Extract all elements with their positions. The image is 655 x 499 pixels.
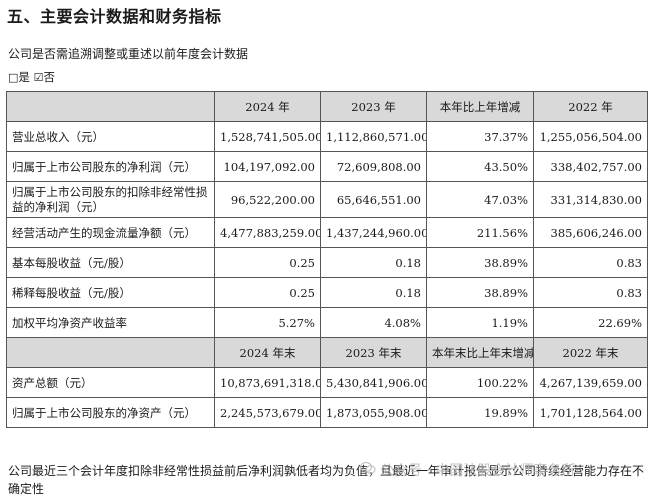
table-row: 归属于上市公司股东的扣除非经常性损益的净利润（元） 96,522,200.00 … xyxy=(6,181,648,218)
value-change: 100.22% xyxy=(426,367,534,398)
header-cell: 本年比上年增减 xyxy=(426,91,534,122)
value-2022: 331,314,830.00 xyxy=(533,181,648,218)
value-2023: 1,437,244,960.00 xyxy=(320,217,427,248)
table-row: 加权平均净资产收益率 5.27% 4.08% 1.19% 22.69% xyxy=(6,307,648,338)
table-row: 营业总收入（元） 1,528,741,505.00 1,112,860,571.… xyxy=(6,121,648,152)
header-cell: 2022 年 xyxy=(533,91,648,122)
value-2023: 5,430,841,906.00 xyxy=(320,367,427,398)
table-row: 经营活动产生的现金流量净额（元） 4,477,883,259.00 1,437,… xyxy=(6,217,648,248)
header-cell: 2024 年末 xyxy=(214,337,321,368)
header-cell: 2022 年末 xyxy=(533,337,648,368)
value-2023: 4.08% xyxy=(320,307,427,338)
value-change: 211.56% xyxy=(426,217,534,248)
value-change: 19.89% xyxy=(426,397,534,428)
row-label: 营业总收入（元） xyxy=(6,121,215,152)
value-change: 47.03% xyxy=(426,181,534,218)
header-cell xyxy=(6,337,215,368)
value-change: 38.89% xyxy=(426,247,534,278)
watermark-text: 公众号 · 中国法股会计师事务所 xyxy=(380,463,576,479)
header-cell: 2024 年 xyxy=(214,91,321,122)
row-label: 稀释每股收益（元/股） xyxy=(6,277,215,308)
value-2023: 1,873,055,908.00 xyxy=(320,397,427,428)
value-2022: 1,255,056,504.00 xyxy=(533,121,648,152)
value-2023: 65,646,551.00 xyxy=(320,181,427,218)
option-no-label: 否 xyxy=(43,70,55,84)
footnote-text: 公司最近三个会计年度扣除非经常性损益前后净利润孰低者均为负值，且最近一年审计报告… xyxy=(8,464,645,496)
value-2023: 0.18 xyxy=(320,247,427,278)
value-2022: 385,606,246.00 xyxy=(533,217,648,248)
header-cell: 2023 年末 xyxy=(320,337,427,368)
value-2024: 104,197,092.00 xyxy=(214,151,321,182)
value-2022: 22.69% xyxy=(533,307,648,338)
row-label: 归属于上市公司股东的扣除非经常性损益的净利润（元） xyxy=(6,181,215,218)
value-change: 37.37% xyxy=(426,121,534,152)
value-2024: 5.27% xyxy=(214,307,321,338)
row-label: 基本每股收益（元/股） xyxy=(6,247,215,278)
value-change: 43.50% xyxy=(426,151,534,182)
row-label: 资产总额（元） xyxy=(6,367,215,398)
restatement-question: 公司是否需追溯调整或重述以前年度会计数据 xyxy=(8,47,249,61)
row-label: 归属于上市公司股东的净资产（元） xyxy=(6,397,215,428)
value-2022: 0.83 xyxy=(533,277,648,308)
header-cell: 本年末比上年末增减 xyxy=(426,337,534,368)
table-row: 归属于上市公司股东的净资产（元） 2,245,573,679.00 1,873,… xyxy=(6,397,648,428)
value-2022: 338,402,757.00 xyxy=(533,151,648,182)
row-label: 经营活动产生的现金流量净额（元） xyxy=(6,217,215,248)
value-change: 38.89% xyxy=(426,277,534,308)
section-title: 五、主要会计数据和财务指标 xyxy=(7,7,222,26)
header-cell xyxy=(6,91,215,122)
value-2024: 4,477,883,259.00 xyxy=(214,217,321,248)
value-2024: 10,873,691,318.00 xyxy=(214,367,321,398)
value-2022: 1,701,128,564.00 xyxy=(533,397,648,428)
value-2024: 96,522,200.00 xyxy=(214,181,321,218)
table-row: 基本每股收益（元/股） 0.25 0.18 38.89% 0.83 xyxy=(6,247,648,278)
wechat-icon xyxy=(359,461,376,479)
value-change: 1.19% xyxy=(426,307,534,338)
value-2023: 0.18 xyxy=(320,277,427,308)
option-yes-label: 是 xyxy=(18,70,30,84)
table-row: 资产总额（元） 10,873,691,318.00 5,430,841,906.… xyxy=(6,367,648,398)
row-label: 加权平均净资产收益率 xyxy=(6,307,215,338)
value-2024: 0.25 xyxy=(214,247,321,278)
table-subheader-row: 2024 年末 2023 年末 本年末比上年末增减 2022 年末 xyxy=(6,337,648,368)
value-2022: 4,267,139,659.00 xyxy=(533,367,648,398)
value-2024: 0.25 xyxy=(214,277,321,308)
value-2022: 0.83 xyxy=(533,247,648,278)
table-row: 归属于上市公司股东的净利润（元） 104,197,092.00 72,609,8… xyxy=(6,151,648,182)
restatement-options: □是 ☑否 xyxy=(8,69,55,85)
table-header-row: 2024 年 2023 年 本年比上年增减 2022 年 xyxy=(6,91,648,122)
checked-box-icon[interactable]: ☑ xyxy=(33,71,44,84)
watermark: 公众号 · 中国法股会计师事务所 xyxy=(359,459,650,481)
unchecked-box-icon[interactable]: □ xyxy=(8,71,19,84)
value-2024: 2,245,573,679.00 xyxy=(214,397,321,428)
table-row: 稀释每股收益（元/股） 0.25 0.18 38.89% 0.83 xyxy=(6,277,648,308)
financial-indicators-table: 2024 年 2023 年 本年比上年增减 2022 年 营业总收入（元） 1,… xyxy=(6,91,648,428)
value-2023: 1,112,860,571.00 xyxy=(320,121,427,152)
row-label: 归属于上市公司股东的净利润（元） xyxy=(6,151,215,182)
header-cell: 2023 年 xyxy=(320,91,427,122)
value-2024: 1,528,741,505.00 xyxy=(214,121,321,152)
value-2023: 72,609,808.00 xyxy=(320,151,427,182)
